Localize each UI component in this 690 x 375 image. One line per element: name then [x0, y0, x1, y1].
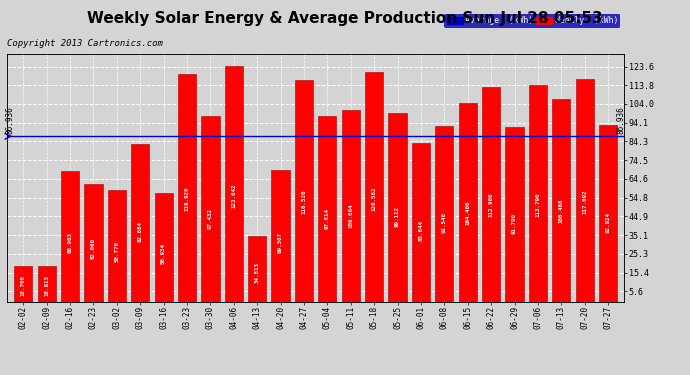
Text: 97.432: 97.432 — [208, 208, 213, 229]
Bar — [61, 171, 79, 302]
Bar — [318, 116, 337, 302]
Bar — [482, 87, 500, 302]
Bar — [37, 266, 56, 302]
Bar — [271, 170, 290, 302]
Text: 106.468: 106.468 — [559, 198, 564, 223]
Bar — [412, 142, 430, 302]
Text: 34.813: 34.813 — [255, 261, 259, 282]
Bar — [225, 66, 243, 302]
Bar — [552, 99, 571, 302]
Text: 113.790: 113.790 — [535, 192, 540, 217]
Text: 69.307: 69.307 — [278, 232, 283, 253]
Text: 104.406: 104.406 — [465, 200, 470, 225]
Bar — [131, 144, 149, 302]
Text: 119.920: 119.920 — [184, 187, 190, 211]
Bar — [178, 74, 196, 302]
Text: Copyright 2013 Cartronics.com: Copyright 2013 Cartronics.com — [7, 39, 163, 48]
Bar — [201, 116, 219, 302]
Text: 100.664: 100.664 — [348, 203, 353, 228]
Text: 91.790: 91.790 — [512, 213, 517, 234]
Text: 62.060: 62.060 — [91, 238, 96, 259]
Bar — [365, 72, 383, 302]
Text: 99.112: 99.112 — [395, 207, 400, 228]
Text: 97.614: 97.614 — [325, 208, 330, 229]
Bar — [529, 85, 547, 302]
Bar — [14, 266, 32, 302]
Text: 83.644: 83.644 — [418, 220, 424, 241]
Text: 116.526: 116.526 — [302, 190, 306, 214]
Text: 58.770: 58.770 — [115, 241, 119, 262]
Text: 112.900: 112.900 — [489, 193, 493, 217]
Text: 92.546: 92.546 — [442, 212, 447, 233]
Bar — [599, 125, 617, 302]
Text: 82.684: 82.684 — [138, 220, 143, 242]
Text: 86.936: 86.936 — [616, 106, 625, 134]
Bar — [295, 80, 313, 302]
Bar — [459, 103, 477, 302]
Text: 123.642: 123.642 — [231, 184, 236, 208]
Text: 117.092: 117.092 — [582, 189, 587, 214]
Bar — [84, 184, 103, 302]
Bar — [342, 110, 360, 302]
Bar — [388, 113, 406, 302]
Bar — [108, 190, 126, 302]
Text: 56.934: 56.934 — [161, 243, 166, 264]
Text: 120.582: 120.582 — [372, 186, 377, 211]
Text: 18.813: 18.813 — [44, 275, 49, 296]
Text: 18.700: 18.700 — [21, 275, 26, 296]
Text: 68.903: 68.903 — [68, 232, 72, 254]
Text: 92.924: 92.924 — [606, 212, 611, 233]
Bar — [505, 127, 524, 302]
Text: 86.936: 86.936 — [6, 106, 15, 134]
Bar — [435, 126, 453, 302]
Bar — [248, 236, 266, 302]
Text: Weekly Solar Energy & Average Production Sun Jul 28 05:53: Weekly Solar Energy & Average Production… — [87, 11, 603, 26]
Legend: Average  (kWh), Weekly  (kWh): Average (kWh), Weekly (kWh) — [444, 14, 620, 28]
Bar — [575, 79, 594, 302]
Bar — [155, 194, 172, 302]
